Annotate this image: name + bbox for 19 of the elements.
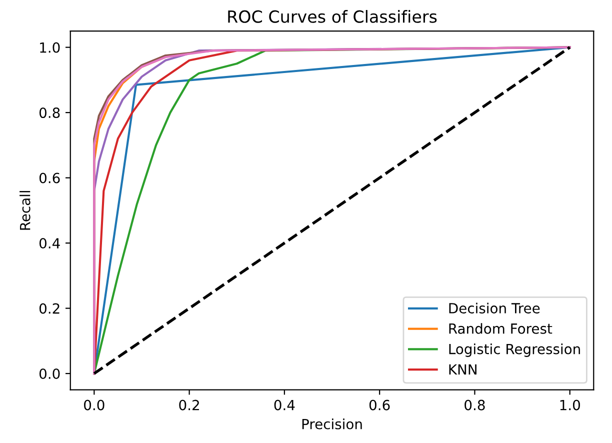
y-tick-label: 0.2 (39, 303, 60, 314)
legend-label: KNN (449, 364, 476, 374)
x-tick-label: 0.8 (464, 400, 485, 410)
chart-title: ROC Curves of Classifiers (228, 10, 437, 23)
x-tick-label: 0.0 (84, 400, 104, 410)
x-axis-title: Precision (302, 418, 362, 430)
y-tick-label: 0.4 (39, 238, 60, 249)
y-tick-label: 1.0 (40, 42, 60, 53)
x-tick-label: 0.4 (274, 400, 295, 410)
y-tick-label: 0.0 (39, 368, 60, 380)
y-tick-label: 0.8 (39, 108, 60, 118)
y-tick-label: 0.6 (39, 172, 60, 184)
x-tick-label: 0.2 (179, 400, 199, 410)
legend-label: Logistic Regression (449, 344, 580, 357)
x-tick-label: 0.6 (369, 400, 390, 410)
x-tick-label: 1.0 (560, 400, 580, 410)
legend-label: Random Forest (449, 323, 552, 334)
legend-label: Decision Tree (449, 302, 540, 314)
y-axis-title: Recall (20, 191, 30, 230)
